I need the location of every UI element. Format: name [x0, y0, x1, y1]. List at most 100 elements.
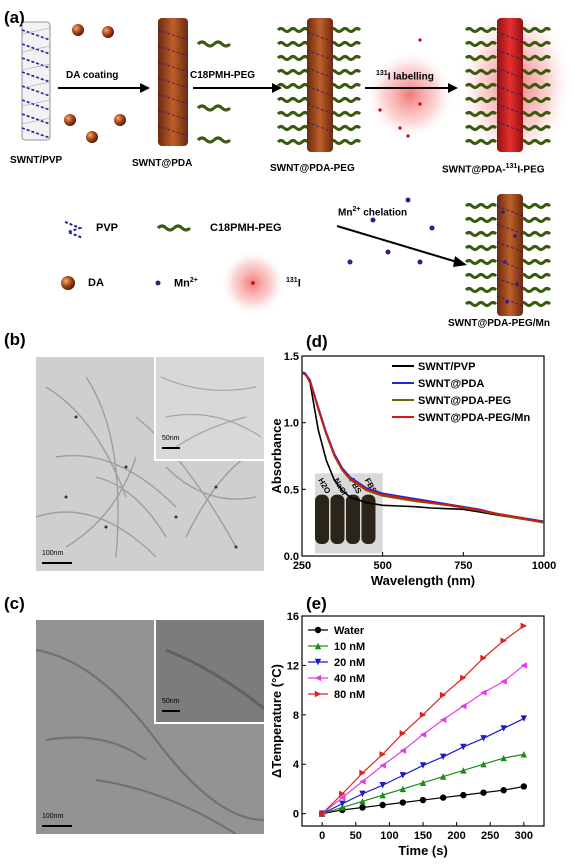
product-label-p4-pre: SWNT@PDA- [442, 164, 506, 176]
chart-e-legend-marker [314, 674, 322, 682]
legend-da-glyph [61, 276, 75, 290]
chart-e-point [439, 794, 447, 801]
chart-e-xtick-label: 300 [515, 830, 533, 842]
chart-e-point [480, 735, 487, 742]
chart-e-point [379, 791, 386, 799]
panel-b-scalebar [42, 562, 72, 564]
arrow-mn-chelation [336, 225, 467, 267]
chart-e-point [339, 790, 346, 798]
chart-e-point [359, 798, 366, 805]
chart-e-ytick-label: 16 [287, 611, 299, 623]
panel-b-inset-texture [160, 376, 262, 448]
product-label-swnt-pda-peg-mn: SWNT@PDA-PEG/Mn [448, 318, 550, 329]
swnt-pda-peg-mn [464, 194, 552, 316]
legend-label-pvp: PVP [96, 222, 119, 234]
chart-d-legend-label: SWNT/PVP [418, 361, 475, 373]
step-label-iodine: 131I labelling [376, 70, 434, 82]
chart-e-legend-marker [314, 626, 322, 634]
chart-e-ytick-label: 4 [293, 759, 300, 771]
chart-e-point [500, 786, 507, 794]
chart-d-xlabel: Wavelength (nm) [371, 573, 475, 588]
panel-b-tem-image: 50nm 100nm [36, 357, 264, 571]
panel-b-scale-label: 100nm [42, 550, 64, 557]
chart-d-ytick-label: 1.5 [284, 351, 299, 363]
panel-c-label: (c) [4, 594, 25, 613]
product-label-p4-post: I-PEG [517, 164, 545, 176]
chart-e-point [500, 754, 507, 762]
chart-e-point [399, 785, 407, 793]
swnt-pvp-tube [21, 21, 51, 141]
chart-e-point [520, 751, 528, 758]
chart-e-ytick-label: 8 [293, 710, 299, 722]
chart-d-ytick-label: 0.5 [284, 484, 299, 496]
chart-e-point [399, 772, 407, 779]
step-label-peg: C18PMH-PEG [190, 70, 256, 81]
chart-e-point [359, 769, 366, 777]
product-label-swnt-pvp: SWNT/PVP [10, 155, 63, 166]
panel-b-inset-scalebar [162, 447, 180, 449]
legend-label-iodine-main: I [297, 277, 301, 290]
chart-e-point [318, 810, 326, 817]
chart-e-point [419, 762, 427, 769]
chart-d-ylabel: Absorbance [270, 418, 284, 493]
panel-d-label: (d) [306, 332, 328, 351]
product-label-swnt-pda: SWNT@PDA [132, 158, 193, 169]
chart-e-point [379, 801, 386, 809]
chart-e-ytick-label: 0 [293, 809, 299, 821]
chart-e-legend-label: Water [334, 625, 365, 637]
legend-iodine-glyph [220, 250, 286, 316]
legend-label-mn: Mn2+ [174, 277, 198, 290]
chart-d-xtick-label: 750 [454, 560, 472, 572]
swnt-pda-131i-peg [457, 5, 573, 165]
chart-e-point [500, 725, 507, 732]
panel-b-inset-scale-label: 50nm [162, 435, 180, 442]
chart-e-point [520, 783, 528, 790]
chart-e-point [480, 654, 487, 662]
product-label-swnt-pda-peg: SWNT@PDA-PEG [270, 163, 355, 174]
chart-e-point [359, 804, 366, 811]
chart-e-xtick-label: 250 [481, 830, 499, 842]
product-label-p4-sup: 131 [505, 163, 518, 170]
chart-d-series-line [301, 372, 545, 523]
chart-e-point [339, 794, 346, 801]
chart-e-point [439, 716, 447, 723]
chart-d-xtick-label: 500 [373, 560, 391, 572]
chart-d-xtick-label: 250 [293, 560, 311, 572]
chart-e-point [480, 761, 487, 768]
swnt-pda-rod [157, 18, 189, 146]
arrow-iodine [365, 83, 458, 93]
product-label-swnt-pda-131i-peg: SWNT@PDA-131I-PEG [442, 163, 545, 175]
chart-e-point [460, 702, 467, 710]
legend-label-iodine-sup: 131 [286, 277, 298, 284]
panel-a: (a) [0, 0, 574, 330]
legend-label-da: DA [88, 277, 104, 289]
legend-mn-glyph [155, 280, 161, 286]
chart-e-point [520, 715, 528, 722]
arrow-peg [193, 83, 282, 93]
chart-e-point [460, 674, 467, 681]
legend-label-iodine: 131I [286, 277, 301, 290]
panel-b-label: (b) [4, 330, 26, 349]
legend-pvp-glyph [64, 221, 84, 239]
chart-d-legend-label: SWNT@PDA [418, 378, 484, 390]
step-label-iodine-sup: 131 [376, 70, 388, 77]
chart-e-point [520, 622, 528, 630]
chart-e-xtick-label: 150 [414, 830, 432, 842]
chart-e-point [359, 790, 366, 798]
chart-e-legend-label: 40 nM [334, 673, 365, 685]
chart-e-point [379, 762, 386, 769]
chart-e-xlabel: Time (s) [398, 843, 448, 858]
chart-d-vial [345, 494, 360, 544]
step-label-mn-sup: 2+ [352, 206, 361, 213]
chart-e-legend-marker [314, 642, 322, 650]
chart-e-legend-label: 80 nM [334, 689, 365, 701]
legend-label-mn-sup: 2+ [189, 277, 198, 284]
chart-e-point [379, 782, 386, 789]
swnt-pda-peg [276, 18, 362, 152]
panel-c-tem-image: 50nm 100nm [36, 620, 264, 834]
panel-a-label: (a) [4, 8, 25, 27]
chart-e-point [399, 730, 407, 737]
chart-e-point [460, 767, 467, 774]
chart-e-point [460, 743, 467, 751]
